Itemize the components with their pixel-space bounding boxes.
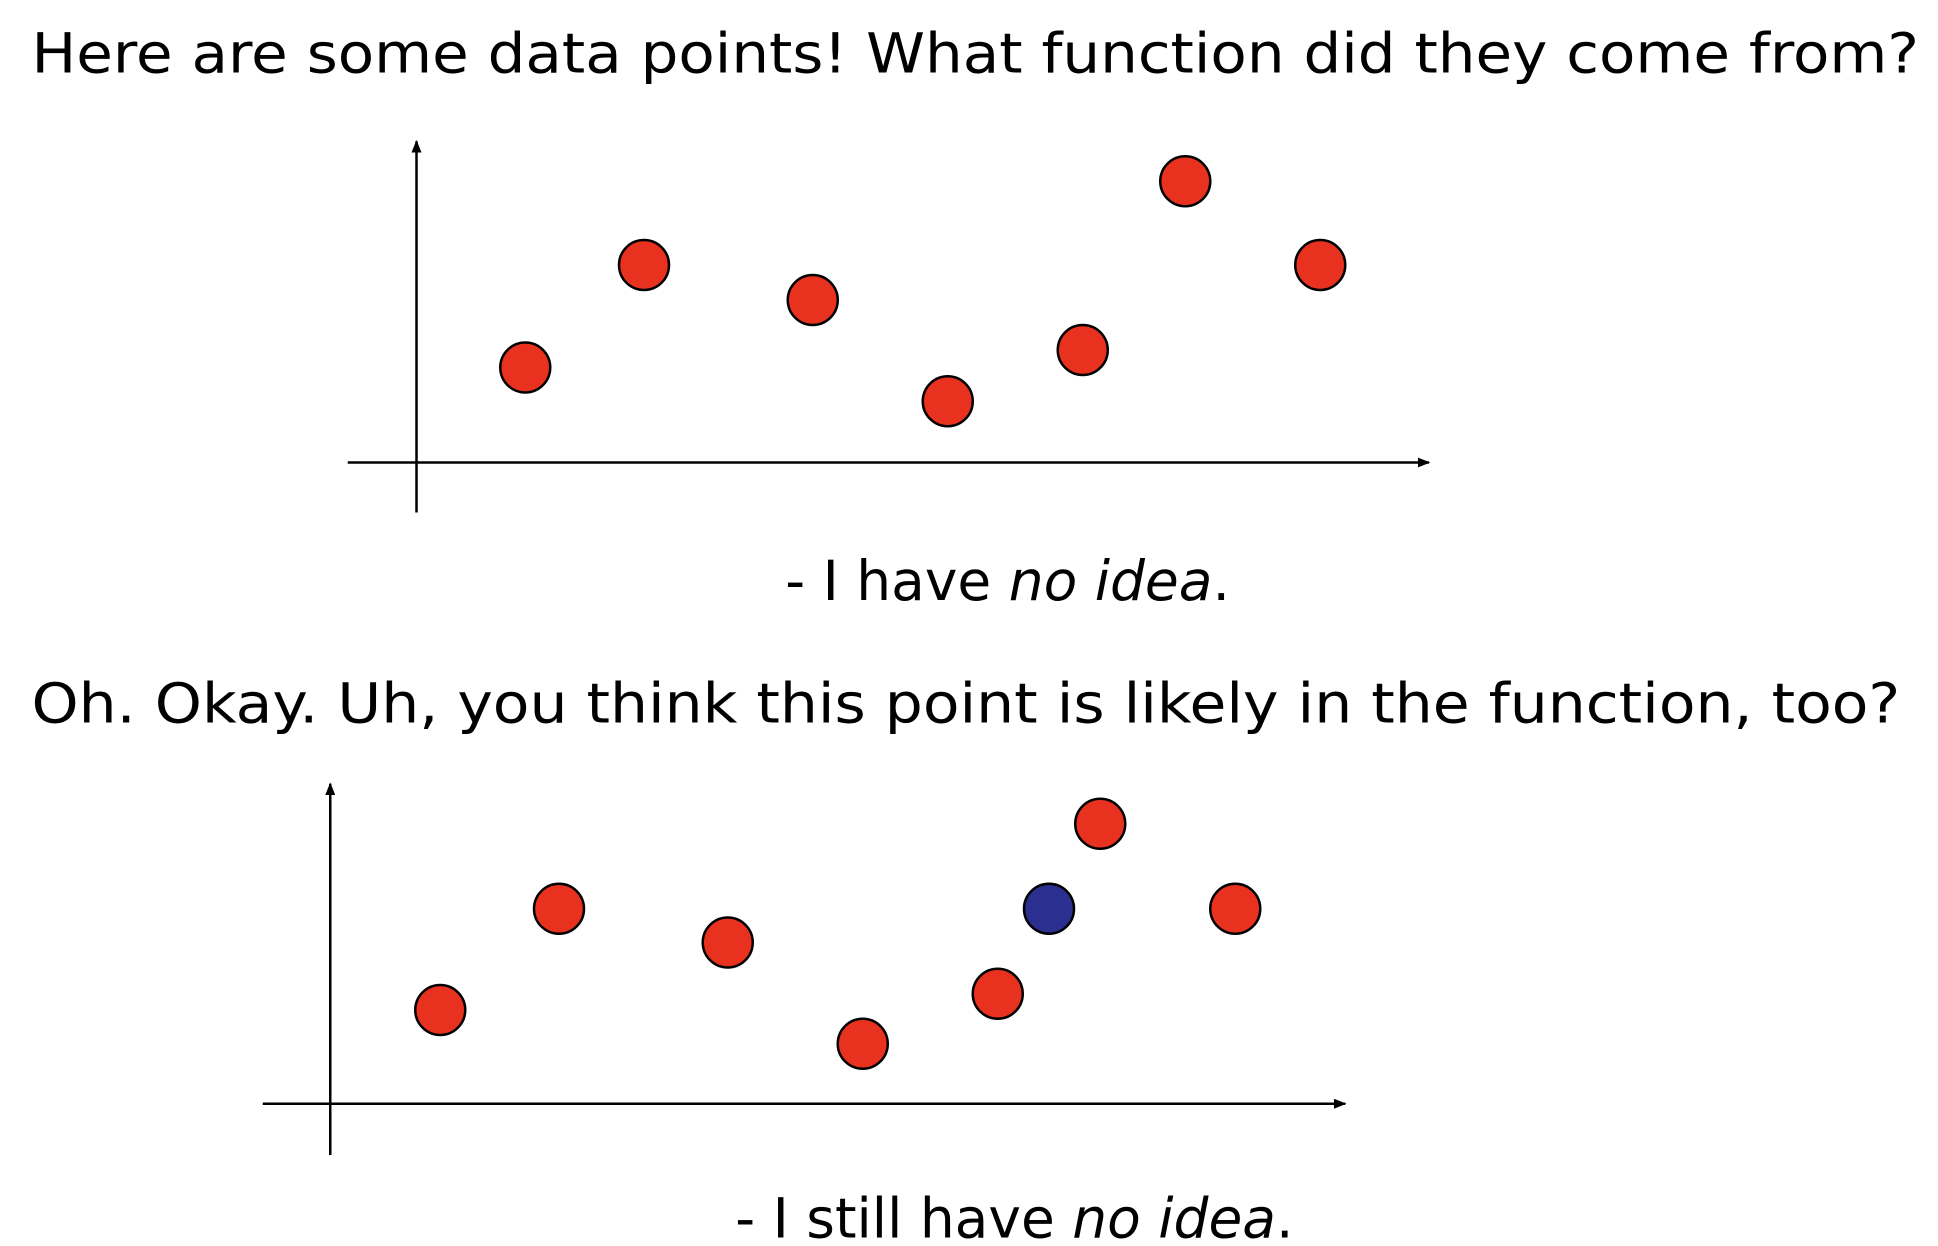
plot: [347, 140, 1431, 513]
caption-emphasis: no idea: [1072, 1187, 1276, 1246]
data-point: [532, 882, 586, 936]
data-point: [836, 1017, 889, 1071]
new-point: [1022, 882, 1076, 936]
data-point: [498, 341, 552, 394]
caption-text: .: [1276, 1187, 1293, 1246]
data-point: [1209, 882, 1262, 936]
plot: [262, 782, 1347, 1156]
data-point: [971, 967, 1025, 1021]
data-point: [701, 916, 754, 969]
data-point: [1056, 323, 1110, 377]
caption-text: .: [1212, 549, 1229, 613]
data-point: [1159, 155, 1212, 208]
caption-text: - I still have: [735, 1187, 1072, 1246]
data-point: [1294, 238, 1347, 292]
data-point: [786, 273, 839, 327]
question: Here are some data points! What function…: [31, 22, 1919, 86]
data-point: [413, 983, 467, 1037]
data-point: [921, 375, 975, 428]
caption: - I still have no idea.: [735, 1187, 1293, 1246]
question: Oh. Okay. Uh, you think this point is li…: [31, 672, 1900, 736]
caption-text: - I have: [785, 549, 1008, 613]
caption-emphasis: no idea: [1009, 549, 1213, 613]
data-point: [1074, 797, 1127, 851]
data-point: [617, 238, 671, 292]
caption: - I have no idea.: [785, 549, 1230, 613]
